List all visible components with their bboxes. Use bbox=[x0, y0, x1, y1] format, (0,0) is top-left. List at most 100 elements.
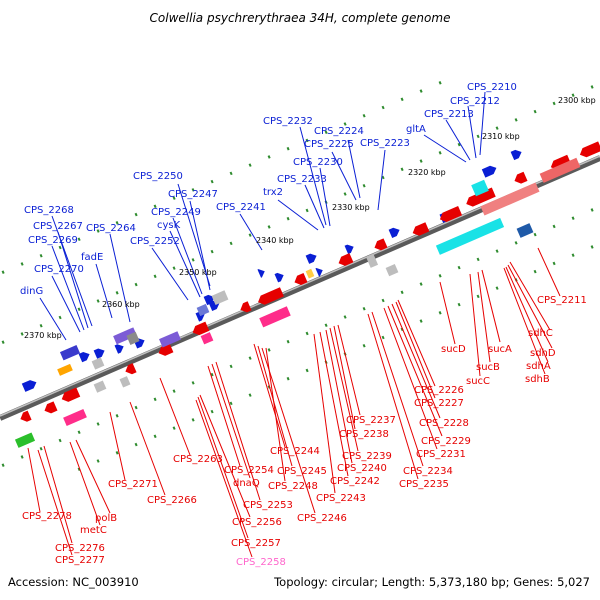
gene-label[interactable]: CPS_2242 bbox=[330, 476, 380, 487]
tick-dot bbox=[571, 93, 575, 97]
gene-label[interactable]: CPS_2231 bbox=[416, 449, 466, 460]
tick-dot bbox=[134, 405, 138, 410]
gene-label[interactable]: CPS_2224 bbox=[314, 126, 364, 137]
gene-label[interactable]: CPS_2250 bbox=[133, 171, 183, 182]
gene-label[interactable]: trx2 bbox=[263, 187, 283, 198]
gene-label[interactable]: CPS_2233 bbox=[277, 174, 327, 185]
gene-label[interactable]: CPS_2263 bbox=[173, 454, 223, 465]
leader-line bbox=[479, 91, 486, 156]
gene-label-highlight[interactable]: CPS_2258 bbox=[236, 557, 286, 568]
tick-dot bbox=[77, 307, 81, 312]
leader-line bbox=[37, 449, 73, 556]
gene-label[interactable]: sucC bbox=[466, 376, 490, 387]
kbp-tick-labels: 2300 kbp 2310 kbp 2320 kbp 2330 kbp 2340… bbox=[24, 96, 596, 340]
tick-dot bbox=[248, 356, 252, 360]
gene-label[interactable]: gltA bbox=[406, 124, 426, 135]
gene-label[interactable]: dinG bbox=[20, 286, 43, 297]
gene-label[interactable]: CPS_2247 bbox=[168, 189, 218, 200]
gene-label[interactable]: CPS_2249 bbox=[151, 207, 201, 218]
gene-label[interactable]: CPS_2235 bbox=[399, 479, 449, 490]
tick-dot bbox=[438, 81, 442, 85]
feature-box bbox=[126, 331, 140, 345]
gene-label[interactable]: sucB bbox=[476, 362, 500, 373]
gene-label[interactable]: CPS_2223 bbox=[360, 138, 410, 149]
gene-label[interactable]: fadE bbox=[81, 252, 103, 263]
leader-line bbox=[159, 377, 191, 456]
gene-label[interactable]: CPS_2253 bbox=[243, 500, 293, 511]
gene-label[interactable]: CPS_2228 bbox=[419, 418, 469, 429]
gene-label[interactable]: CPS_2243 bbox=[316, 493, 366, 504]
gene-label[interactable]: metC bbox=[80, 525, 107, 536]
leader-line bbox=[537, 247, 561, 297]
tick-dot bbox=[58, 438, 62, 443]
gene-label[interactable]: CPS_2232 bbox=[263, 116, 313, 127]
tick-dot bbox=[153, 397, 157, 402]
tick-dot bbox=[20, 455, 24, 459]
gene-label[interactable]: CPS_2244 bbox=[270, 446, 320, 457]
gene-label[interactable]: CPS_2246 bbox=[297, 513, 347, 524]
leader-line bbox=[337, 324, 361, 416]
gene-label[interactable]: dnaQ bbox=[233, 478, 260, 489]
gene-label[interactable]: CPS_2240 bbox=[337, 463, 387, 474]
leader-line bbox=[195, 399, 253, 558]
gene-label[interactable]: CPS_2268 bbox=[24, 205, 74, 216]
gene-label[interactable]: CPS_2271 bbox=[108, 479, 158, 490]
gene-label[interactable]: CPS_2211 bbox=[537, 295, 587, 306]
gene-label[interactable]: CPS_2210 bbox=[467, 82, 517, 93]
gene-label[interactable]: sucD bbox=[441, 344, 466, 355]
gene-label[interactable]: CPS_2257 bbox=[231, 538, 281, 549]
gene-arrow bbox=[257, 269, 265, 278]
gene-label[interactable]: CPS_2276 bbox=[55, 543, 105, 554]
gene-label[interactable]: CPS_2213 bbox=[424, 109, 474, 120]
leader-line bbox=[505, 266, 549, 363]
leader-line bbox=[43, 445, 73, 544]
gene-label[interactable]: sdhC bbox=[528, 328, 553, 339]
gene-label[interactable]: CPS_2229 bbox=[421, 436, 471, 447]
leader-line bbox=[347, 139, 361, 199]
gene-label[interactable]: CPS_2270 bbox=[34, 264, 84, 275]
gene-label[interactable]: CPS_2237 bbox=[346, 415, 396, 426]
gene-label[interactable]: polB bbox=[95, 513, 117, 524]
feature-box bbox=[159, 331, 181, 348]
gene-label[interactable]: cysK bbox=[157, 220, 181, 231]
gene-label[interactable]: CPS_2277 bbox=[55, 555, 105, 566]
gene-label[interactable]: sdhA bbox=[526, 361, 551, 372]
gene-label[interactable]: CPS_2238 bbox=[339, 429, 389, 440]
tick-dot bbox=[39, 446, 43, 451]
leader-line bbox=[51, 245, 85, 331]
gene-arrow bbox=[374, 238, 388, 251]
gene-label[interactable]: CPS_2230 bbox=[293, 157, 343, 168]
leader-line bbox=[277, 199, 319, 231]
gene-label[interactable]: CPS_2245 bbox=[277, 466, 327, 477]
gene-label[interactable]: CPS_2256 bbox=[232, 517, 282, 528]
gene-label[interactable]: CPS_2241 bbox=[216, 202, 266, 213]
gene-label[interactable]: CPS_2278 bbox=[22, 511, 72, 522]
gene-arrow bbox=[344, 244, 354, 255]
gene-label[interactable]: CPS_2266 bbox=[147, 495, 197, 506]
gene-label[interactable]: CPS_2212 bbox=[450, 96, 500, 107]
gene-label[interactable]: CPS_2226 bbox=[414, 385, 464, 396]
tick-dot bbox=[400, 167, 404, 172]
gene-label[interactable]: CPS_2254 bbox=[224, 465, 274, 476]
gene-label[interactable]: CPS_2239 bbox=[342, 451, 392, 462]
feature-box bbox=[119, 376, 131, 388]
tick-dot bbox=[571, 216, 575, 220]
leader-line bbox=[467, 105, 477, 159]
gene-arrow bbox=[114, 344, 124, 354]
gene-label[interactable]: CPS_2227 bbox=[414, 398, 464, 409]
gene-label[interactable]: sdhD bbox=[530, 348, 556, 359]
gene-label[interactable]: CPS_2269 bbox=[28, 235, 78, 246]
tick-dot bbox=[20, 332, 24, 336]
gene-label[interactable]: sdhB bbox=[525, 374, 550, 385]
gene-label[interactable]: CPS_2264 bbox=[86, 223, 136, 234]
gene-label[interactable]: CPS_2267 bbox=[33, 221, 83, 232]
gene-label[interactable]: CPS_2225 bbox=[304, 139, 354, 150]
map-title: Colwellia psychrerythraea 34H, complete … bbox=[150, 11, 451, 25]
gene-label[interactable]: CPS_2252 bbox=[130, 236, 180, 247]
gene-label[interactable]: sucA bbox=[488, 344, 512, 355]
leader-line bbox=[27, 447, 41, 513]
tick-dot bbox=[590, 208, 594, 212]
gene-label[interactable]: CPS_2248 bbox=[268, 481, 318, 492]
leader-line bbox=[319, 167, 331, 227]
gene-label[interactable]: CPS_2234 bbox=[403, 466, 453, 477]
